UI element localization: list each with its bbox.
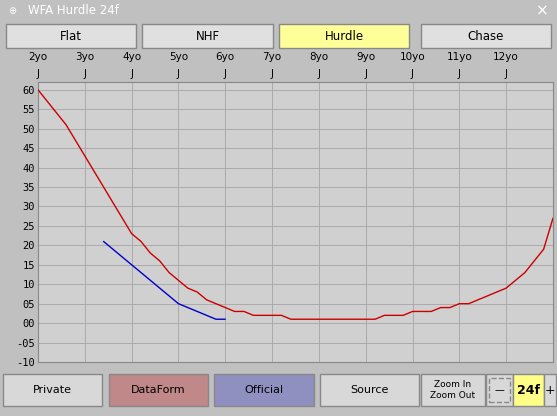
Bar: [109, 374, 208, 406]
Text: 8yo: 8yo: [309, 52, 329, 62]
Text: J: J: [224, 69, 227, 79]
Text: 3yo: 3yo: [75, 52, 94, 62]
Text: Chase: Chase: [468, 30, 504, 42]
Bar: [544, 374, 556, 406]
Text: DataForm: DataForm: [131, 385, 185, 395]
Text: J: J: [505, 69, 507, 79]
Text: Zoom In: Zoom In: [434, 380, 471, 389]
Text: J: J: [130, 69, 133, 79]
Text: 6yo: 6yo: [216, 52, 235, 62]
Bar: [142, 24, 273, 48]
Text: ×: ×: [536, 3, 549, 18]
Text: Flat: Flat: [60, 30, 82, 42]
Text: J: J: [458, 69, 461, 79]
Bar: [278, 24, 409, 48]
Text: —: —: [495, 385, 505, 395]
Text: NHF: NHF: [196, 30, 219, 42]
Text: J: J: [411, 69, 414, 79]
Text: Private: Private: [33, 385, 72, 395]
Text: Hurdle: Hurdle: [324, 30, 364, 42]
Text: WFA Hurdle 24f: WFA Hurdle 24f: [28, 5, 119, 17]
Bar: [421, 24, 551, 48]
Bar: [513, 374, 544, 406]
Text: 4yo: 4yo: [122, 52, 141, 62]
Text: 11yo: 11yo: [447, 52, 472, 62]
Text: Source: Source: [351, 385, 389, 395]
Text: 24f: 24f: [517, 384, 540, 396]
Text: J: J: [84, 69, 86, 79]
Text: Zoom Out: Zoom Out: [430, 391, 475, 400]
Text: +: +: [544, 384, 555, 396]
Bar: [3, 374, 102, 406]
Bar: [6, 24, 136, 48]
Bar: [489, 378, 510, 402]
Text: 9yo: 9yo: [356, 52, 375, 62]
Text: Official: Official: [245, 385, 284, 395]
Text: ⊕: ⊕: [8, 6, 17, 16]
Bar: [214, 374, 314, 406]
Text: J: J: [317, 69, 320, 79]
Text: 5yo: 5yo: [169, 52, 188, 62]
Bar: [421, 374, 485, 406]
Text: 10yo: 10yo: [400, 52, 426, 62]
Text: J: J: [177, 69, 180, 79]
Bar: [320, 374, 419, 406]
Text: J: J: [271, 69, 273, 79]
Text: 2yo: 2yo: [28, 52, 47, 62]
Bar: [486, 374, 513, 406]
Text: J: J: [37, 69, 40, 79]
Text: 7yo: 7yo: [262, 52, 282, 62]
Text: J: J: [364, 69, 367, 79]
Text: 12yo: 12yo: [494, 52, 519, 62]
